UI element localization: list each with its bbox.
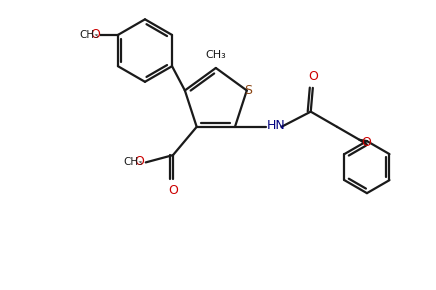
Text: O: O — [90, 28, 100, 41]
Text: O: O — [134, 155, 144, 168]
Text: CH₃: CH₃ — [80, 30, 99, 40]
Text: CH₃: CH₃ — [205, 50, 226, 60]
Text: O: O — [361, 135, 371, 148]
Text: HN: HN — [267, 119, 286, 133]
Text: S: S — [244, 84, 252, 97]
Text: O: O — [308, 70, 318, 83]
Text: O: O — [168, 184, 178, 197]
Text: CH₃: CH₃ — [123, 157, 143, 166]
